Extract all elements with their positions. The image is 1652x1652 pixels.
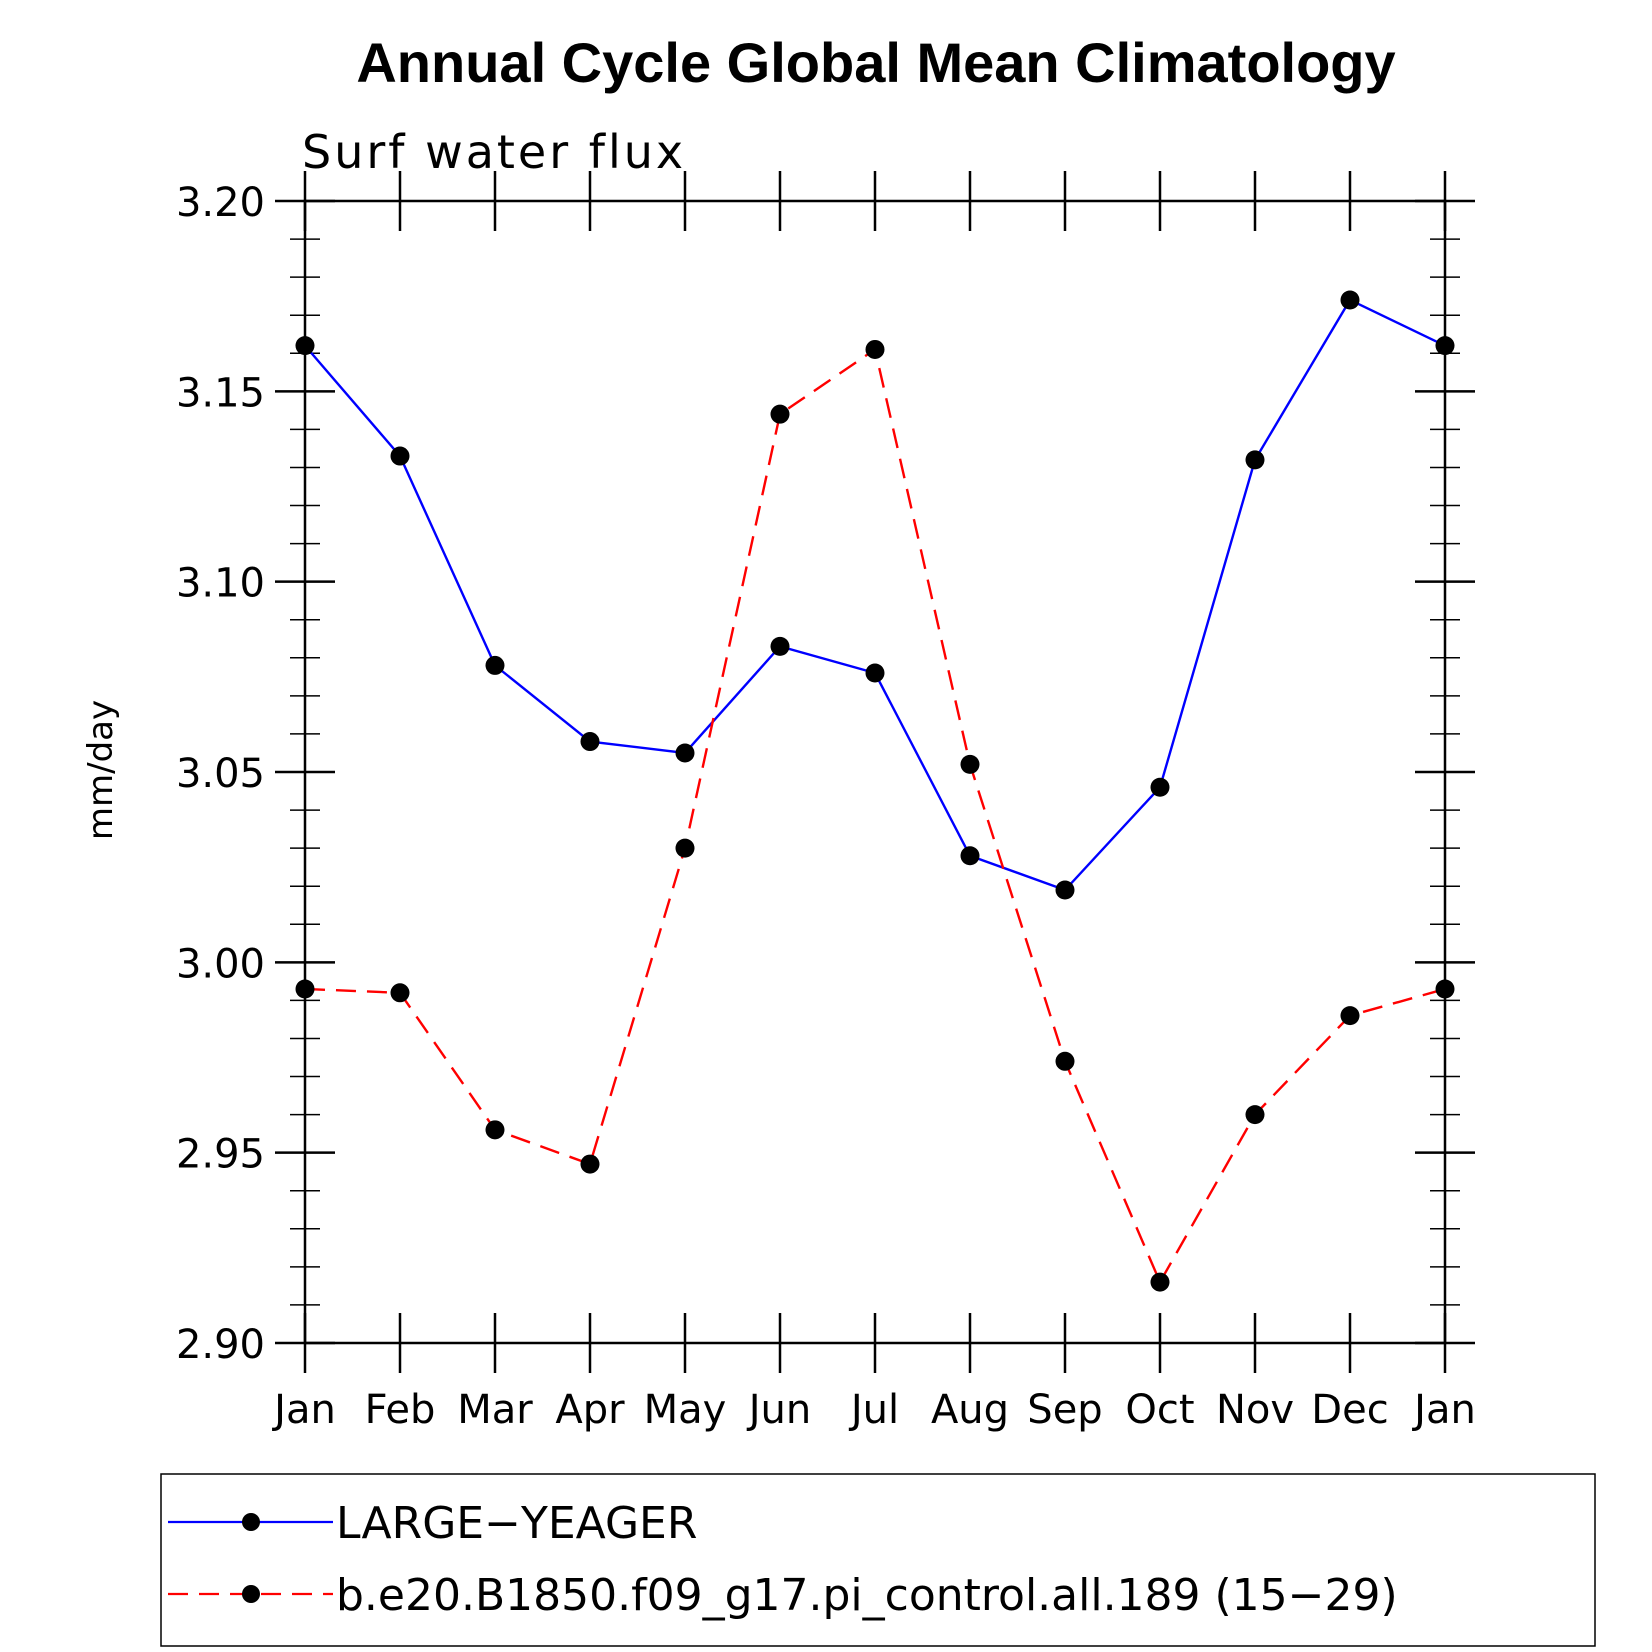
data-point-series-1 <box>295 979 315 999</box>
x-tick-label: Jan <box>271 1387 336 1433</box>
x-tick-label: Jan <box>1411 1387 1476 1433</box>
x-tick-label: Apr <box>555 1387 625 1433</box>
data-point-series-1 <box>1150 1272 1170 1292</box>
data-point-series-0 <box>1150 777 1170 797</box>
x-tick-label: Nov <box>1216 1387 1294 1433</box>
data-point-series-1 <box>960 754 980 774</box>
data-point-series-0 <box>675 743 695 763</box>
data-point-series-1 <box>675 838 695 858</box>
data-point-series-1 <box>770 404 790 424</box>
legend-box <box>160 1473 1596 1647</box>
data-point-series-1 <box>1435 979 1455 999</box>
data-point-series-1 <box>390 983 410 1003</box>
data-point-series-1 <box>865 339 885 359</box>
x-tick-label: May <box>644 1387 727 1433</box>
data-point-series-0 <box>1245 450 1265 470</box>
chart-subtitle: Surf water flux <box>302 125 686 179</box>
data-point-series-1 <box>485 1120 505 1140</box>
x-tick-label: Aug <box>931 1387 1009 1433</box>
x-tick-label: Jun <box>746 1387 812 1433</box>
x-tick-label: Feb <box>365 1387 436 1433</box>
data-point-series-0 <box>1340 290 1360 310</box>
data-point-series-1 <box>580 1154 600 1174</box>
legend: LARGE−YEAGER b.e20.B1850.f09_g17.pi_cont… <box>160 1473 1596 1647</box>
data-point-series-1 <box>1340 1006 1360 1026</box>
y-tick-label: 2.95 <box>176 1132 265 1178</box>
data-point-series-1 <box>1055 1051 1075 1071</box>
data-point-series-0 <box>390 446 410 466</box>
y-tick-label: 2.90 <box>176 1322 265 1368</box>
data-point-series-0 <box>580 732 600 752</box>
y-tick-label: 3.05 <box>176 751 265 797</box>
data-point-series-0 <box>1435 336 1455 356</box>
series-line-1 <box>304 347 1446 1285</box>
legend-label-control-run: b.e20.B1850.f09_g17.pi_control.all.189 (… <box>336 1570 1398 1621</box>
chart-title: Annual Cycle Global Mean Climatology <box>356 31 1395 94</box>
y-tick-label: 3.15 <box>176 370 265 416</box>
plot-frame <box>303 199 1447 1345</box>
y-tick-label: 3.00 <box>176 941 265 987</box>
data-point-series-0 <box>770 636 790 656</box>
legend-marker-large-yeager <box>242 1513 260 1531</box>
x-tick-label: Mar <box>457 1387 533 1433</box>
legend-label-large-yeager: LARGE−YEAGER <box>336 1498 697 1549</box>
data-point-series-0 <box>295 336 315 356</box>
x-tick-label: Sep <box>1027 1387 1102 1433</box>
y-tick-label: 3.10 <box>176 561 265 607</box>
legend-marker-control-run <box>242 1585 260 1603</box>
plot-area: Jan Feb Mar Apr May Jun Jul Aug Sep Oct Nov Dec Jan2… <box>176 171 1476 1433</box>
y-axis-label: mm/day <box>81 700 121 840</box>
data-point-series-0 <box>960 846 980 866</box>
x-tick-label: Jul <box>848 1387 899 1433</box>
series-line-0 <box>304 298 1446 892</box>
x-tick-label: Dec <box>1311 1387 1388 1433</box>
y-tick-label: 3.20 <box>176 180 265 226</box>
data-point-series-0 <box>1055 880 1075 900</box>
x-tick-label: Oct <box>1125 1387 1194 1433</box>
data-point-series-0 <box>485 655 505 675</box>
data-point-series-1 <box>1245 1105 1265 1125</box>
data-point-series-0 <box>865 663 885 683</box>
